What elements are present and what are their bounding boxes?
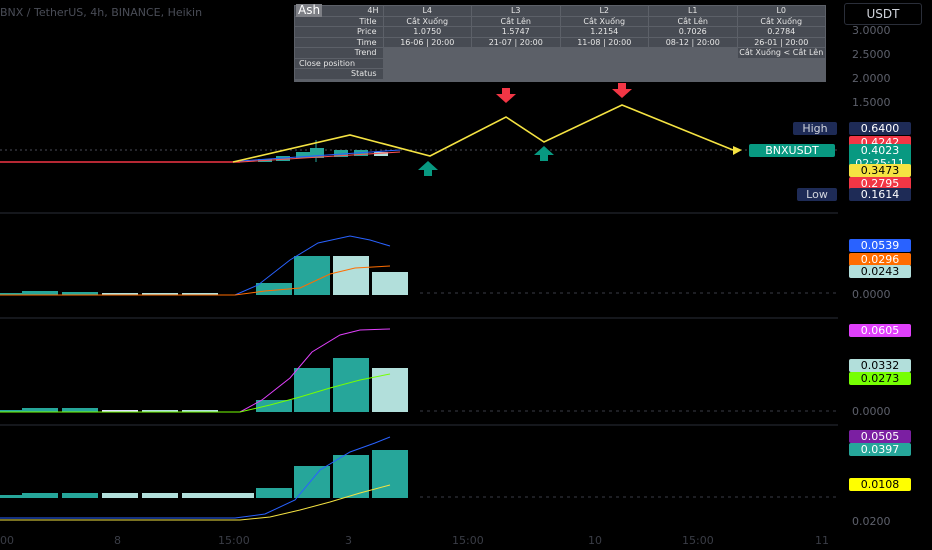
candles (0, 140, 401, 163)
table-cell: 16-06 | 20:00 (383, 37, 471, 47)
zigzag-info-table: 4H L4 L3 L2 L1 L0 Title Cắt Xuống Cắt Lê… (294, 5, 826, 82)
pane3-histogram (0, 450, 408, 498)
pane2-tag: 0.0332 (849, 359, 911, 372)
row-label: Close position (295, 58, 383, 68)
price-tag: 0.2795 (849, 177, 911, 190)
symbol-tag: BNXUSDT (749, 144, 835, 157)
row-label: Time (295, 37, 383, 47)
pane1-tag: 0.0539 (849, 239, 911, 252)
table-empty-cell (383, 58, 825, 68)
pane2-tag: 0.0273 (849, 372, 911, 385)
pane3-tag: 0.0108 (849, 478, 911, 491)
pane3-blue-line (0, 436, 391, 519)
table-cell: 08-12 | 20:00 (649, 37, 737, 47)
low-label: Low (797, 188, 837, 201)
pane1-blue-line (0, 235, 391, 296)
high-label: High (793, 122, 837, 135)
table-cell: 0.2784 (737, 27, 825, 37)
time-axis-label: 3 (345, 534, 352, 547)
table-cell: Cắt Xuống (737, 16, 825, 26)
table-empty-cell (472, 48, 560, 58)
table-header: L3 (472, 6, 560, 16)
pane1-tag: 0.0296 (849, 253, 911, 266)
price-scale-label: 2.5000 (852, 48, 891, 61)
candle (374, 152, 388, 156)
table-cell: 26-01 | 20:00 (737, 37, 825, 47)
pane3-yellow-line (0, 484, 391, 521)
table-cell: 21-07 | 20:00 (472, 37, 560, 47)
currency-button[interactable]: USDT (844, 3, 922, 25)
table-cell: Cắt Lên (472, 16, 560, 26)
ma-line (239, 151, 401, 163)
price-scale-label: 1.5000 (852, 96, 891, 109)
pane2-magenta-line (0, 328, 391, 413)
row-label: Status (295, 69, 383, 79)
sell-arrow-icon (496, 88, 516, 103)
table-header: L1 (649, 6, 737, 16)
pane1-orange-line (0, 265, 391, 296)
price-scale-label: 0.0200 (852, 515, 891, 528)
table-cell: Cắt Lên (649, 16, 737, 26)
row-label: Title (295, 16, 383, 26)
sell-arrow-icon (612, 83, 632, 98)
zigzag-arrowhead (733, 146, 742, 155)
candle (334, 150, 348, 157)
row-label: Trend (295, 48, 383, 58)
symbol-title: BNX / TetherUS, 4h, BINANCE, Heikin (0, 6, 203, 19)
price-scale-label: 0.0000 (852, 288, 891, 301)
table-empty-cell (383, 48, 471, 58)
script-badge[interactable]: Ash (296, 3, 323, 17)
time-axis-label: 00 (0, 534, 14, 547)
candle (310, 148, 324, 158)
pane2-histogram (0, 358, 408, 412)
table-cell: 1.2154 (560, 27, 648, 37)
high-value-tag: 0.6400 (849, 122, 911, 135)
table-cell: 0.7026 (649, 27, 737, 37)
table-empty-cell (649, 48, 737, 58)
table-header: L0 (737, 6, 825, 16)
table-empty-cell (383, 69, 825, 79)
pane2-lime-line (0, 373, 391, 413)
price-scale-label: 2.0000 (852, 72, 891, 85)
table-cell: 11-08 | 20:00 (560, 37, 648, 47)
buy-arrow-icon (418, 161, 438, 176)
time-axis-label: 8 (114, 534, 121, 547)
table-header: L4 (383, 6, 471, 16)
pane1-histogram (0, 256, 408, 295)
pane3-tag: 0.0397 (849, 443, 911, 456)
zigzag-line (232, 104, 734, 163)
table-cell: Cắt Xuống (383, 16, 471, 26)
row-label: Price (295, 27, 383, 37)
time-axis-label: 11 (815, 534, 829, 547)
time-axis-label: 10 (588, 534, 602, 547)
time-axis-label: 15:00 (682, 534, 714, 547)
candle (296, 152, 310, 158)
table-cell: Cắt Xuống (560, 16, 648, 26)
table-cell: 1.5747 (472, 27, 560, 37)
pane3-tag: 0.0505 (849, 430, 911, 443)
table-timeframe-cell: 4H (295, 6, 383, 16)
table-cell-status-note: Cắt Xuống < Cắt Lên (737, 48, 825, 58)
table-empty-cell (560, 48, 648, 58)
ma-line (239, 149, 401, 162)
price-scale-label: 0.0000 (852, 405, 891, 418)
table-header: L2 (560, 6, 648, 16)
price-tag: 0.3473 (849, 164, 911, 177)
time-axis-label: 15:00 (452, 534, 484, 547)
table-cell: 1.0750 (383, 27, 471, 37)
low-value-tag: 0.1614 (849, 188, 911, 201)
time-axis-label: 15:00 (218, 534, 250, 547)
buy-arrow-icon (534, 146, 554, 161)
last-price: 0.4023 (860, 144, 900, 157)
price-scale-label: 3.0000 (852, 24, 891, 37)
pane2-tag: 0.0605 (849, 324, 911, 337)
pane1-tag: 0.0243 (849, 265, 911, 278)
